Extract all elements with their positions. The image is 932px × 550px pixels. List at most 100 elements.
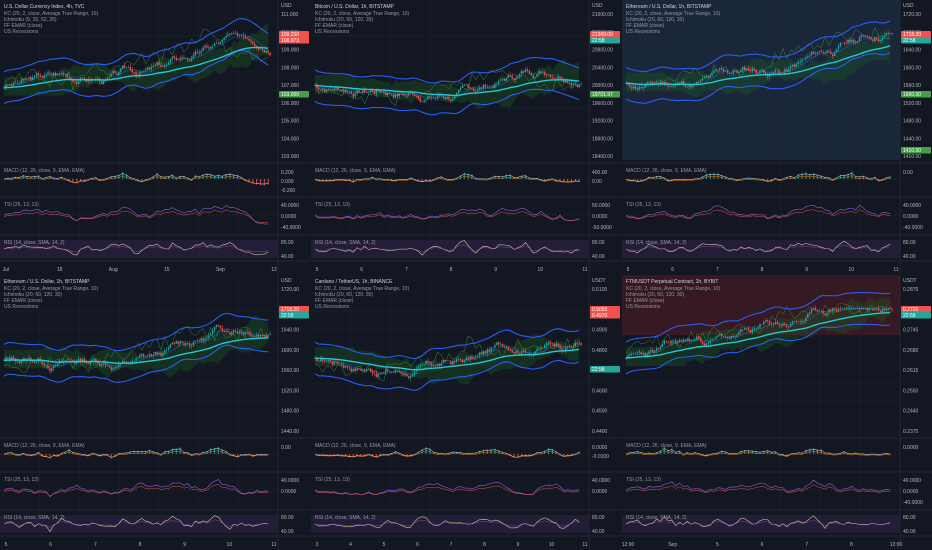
candle-body: [396, 370, 399, 371]
macd-histogram-bar: [521, 454, 523, 457]
macd-histogram-bar: [505, 174, 508, 179]
candle-body: [192, 55, 195, 59]
candle-body: [171, 342, 174, 345]
candle-body: [221, 40, 223, 43]
candle-body: [655, 348, 658, 351]
candle-body: [133, 71, 135, 73]
candle-body: [350, 91, 353, 94]
candle-body: [210, 46, 212, 49]
candle-body: [56, 363, 59, 366]
macd-histogram-bar: [828, 177, 830, 179]
candle-body: [64, 360, 66, 362]
candle-body: [694, 339, 696, 341]
candle-body: [772, 324, 775, 325]
price-tick-label: 1480.00: [903, 119, 921, 125]
macd-histogram-bar: [256, 179, 258, 185]
candle-body: [499, 79, 502, 81]
candle-body: [263, 49, 266, 53]
candle-body: [143, 354, 145, 357]
candle-body: [763, 69, 765, 73]
candle-body: [68, 359, 70, 361]
candle-body: [425, 361, 427, 365]
macd-histogram-bar: [333, 179, 335, 181]
candle-body: [661, 343, 664, 347]
candle-body: [450, 361, 452, 365]
candle-body: [30, 77, 32, 81]
candle-body: [486, 349, 488, 354]
candle-body: [644, 353, 646, 357]
macd-histogram-bar: [633, 179, 635, 181]
macd-histogram-bar: [482, 449, 485, 454]
price-tick-label: 109.000: [281, 48, 299, 54]
price-tick-label: 1560.00: [281, 368, 299, 374]
candle-body: [177, 58, 179, 60]
candle-body: [547, 74, 550, 76]
tsi-label: TSI (25, 13, 13): [315, 477, 350, 483]
candle-body: [627, 355, 629, 358]
candle-body: [862, 35, 865, 36]
candle-body: [522, 350, 525, 352]
candle-body: [200, 338, 202, 342]
macd-histogram-bar: [183, 175, 185, 179]
price-tag-label: 1718.20: [903, 32, 921, 38]
rsi-line: [625, 240, 891, 254]
candle-body: [874, 308, 876, 311]
candle-body: [765, 320, 767, 322]
candle-body: [438, 364, 441, 366]
candle-body: [498, 342, 500, 345]
candle-body: [190, 58, 193, 62]
candle-body: [200, 51, 202, 54]
candle-body: [452, 98, 454, 101]
candle-body: [231, 33, 233, 34]
ema-line: [3, 46, 269, 89]
candle-body: [204, 45, 206, 48]
indicator-label-recessions: US Recessions: [4, 304, 39, 310]
candle-body: [513, 352, 515, 354]
candle-body: [887, 308, 889, 309]
macd-histogram-bar: [160, 176, 162, 179]
candle-body: [728, 72, 731, 74]
candle-body: [91, 359, 93, 361]
candle-body: [759, 324, 761, 328]
candle-body: [434, 365, 437, 367]
macd-histogram-bar: [248, 179, 250, 183]
candle-body: [160, 64, 162, 67]
macd-histogram-bar: [717, 173, 719, 179]
candle-body: [225, 35, 227, 38]
candle-body: [10, 357, 13, 360]
time-tick-label: 7: [94, 542, 97, 548]
candle-body: [492, 86, 494, 89]
candle-body: [388, 93, 391, 94]
candle-body: [580, 342, 582, 346]
tsi-line: [625, 479, 891, 493]
candle-body: [16, 82, 19, 84]
time-tick-label: 6: [360, 267, 363, 273]
tsi-tick-label: -40.0000: [281, 225, 301, 231]
macd-label: MACD (12, 26, close, 9, EMA, EMA): [315, 168, 396, 174]
macd-tick-label: -0.200: [281, 188, 295, 194]
candle-body: [413, 371, 416, 375]
candle-body: [348, 91, 351, 93]
time-tick-label: 11: [582, 542, 587, 548]
macd-histogram-bar: [206, 451, 208, 454]
candle-body: [631, 353, 633, 355]
chart-panel-6[interactable]: FTMUSDT Perpetual Contract, 1h, BYBITKC …: [622, 275, 932, 549]
candle-body: [234, 331, 237, 332]
macd-histogram-bar: [763, 179, 765, 181]
tsi-signal-line: [625, 209, 891, 220]
candle-body: [114, 367, 116, 369]
price-tag-label: 103.000: [281, 92, 299, 98]
candle-body: [175, 341, 177, 344]
candle-body: [856, 308, 859, 309]
candle-body: [551, 343, 554, 344]
macd-histogram-bar: [41, 454, 43, 457]
time-tick-label: 11: [582, 267, 587, 273]
time-tick-label: 9: [183, 542, 186, 548]
price-tag-box: [279, 91, 309, 98]
